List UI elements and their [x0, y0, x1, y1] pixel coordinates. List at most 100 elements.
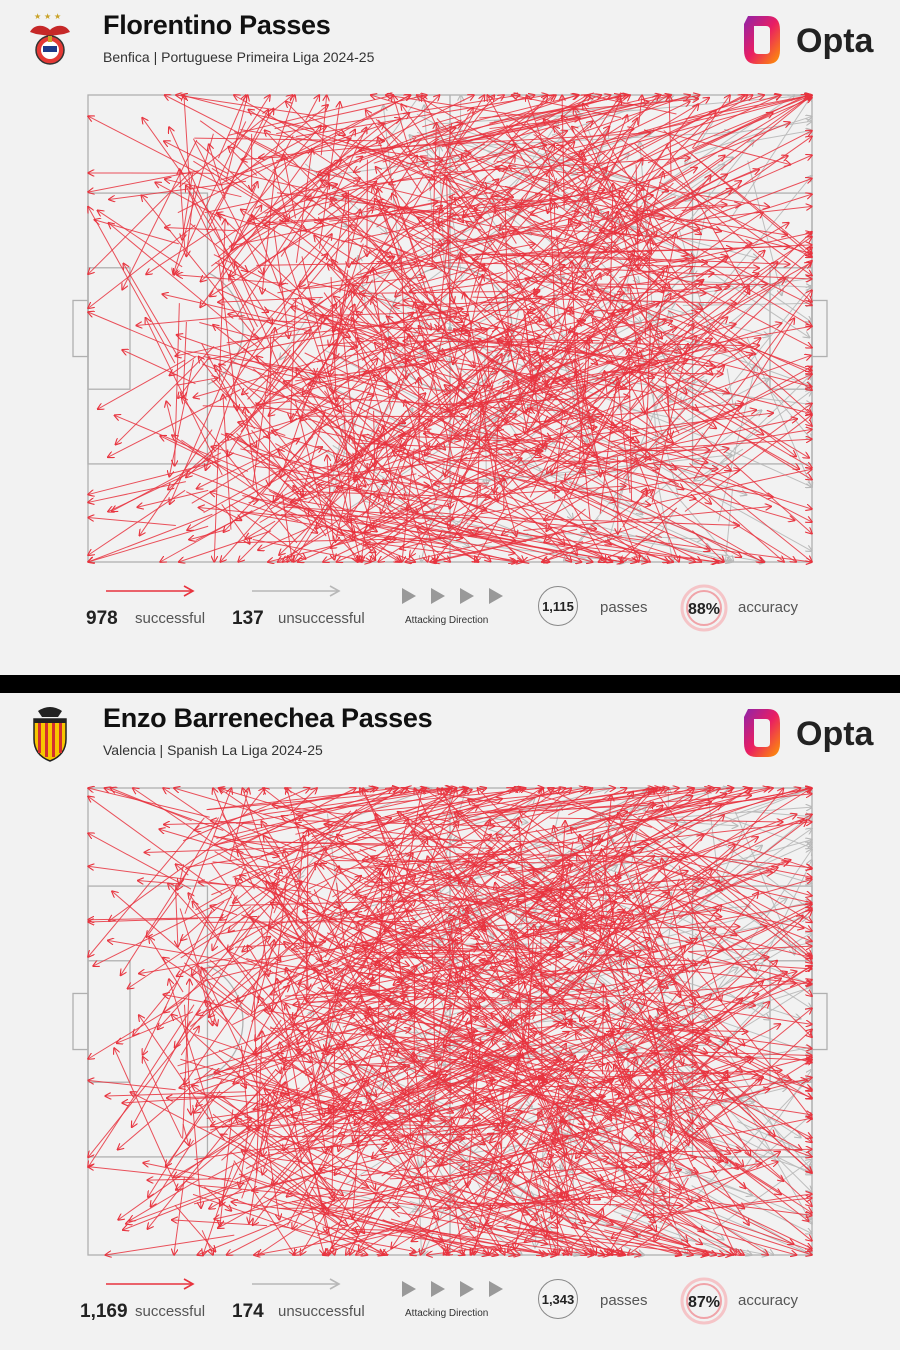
pass-arrow [504, 113, 586, 160]
pass-arrow [678, 227, 710, 331]
pass-arrow [272, 95, 410, 171]
pass-arrow [406, 451, 436, 562]
pass-arrow [183, 321, 187, 398]
pass-arrow [97, 210, 183, 268]
pass-arrow [442, 95, 699, 146]
pass-arrow [437, 215, 638, 246]
pass-arrow [620, 138, 812, 275]
unsuccessful-label: unsuccessful [278, 1303, 365, 1320]
pass-arrow [88, 312, 196, 358]
unsuccessful-count: 174 [232, 1301, 264, 1322]
pass-arrow [350, 1032, 613, 1145]
pass-arrow [691, 95, 730, 149]
pass-arrow [632, 136, 812, 264]
pass-arrow [217, 213, 269, 230]
pass-arrow [318, 484, 452, 502]
svg-text:★: ★ [34, 12, 41, 21]
pass-arrow [88, 481, 186, 503]
pass-arrow [432, 145, 546, 172]
legend: 1,169 successful 174 unsuccessful Attack… [0, 1271, 900, 1331]
pass-arrow [328, 1208, 548, 1255]
pass-arrow [94, 220, 179, 245]
pass-arrow [172, 1220, 268, 1227]
pass-arrow [445, 340, 511, 496]
pass-arrow [559, 281, 702, 355]
successful-count: 978 [86, 608, 118, 629]
pass-arrow [220, 433, 474, 536]
pass-arrow [369, 519, 623, 562]
pass-arrow [146, 227, 217, 275]
pass-arrow [492, 475, 572, 562]
pass-arrow [209, 144, 226, 199]
pass-arrow [425, 306, 532, 456]
pass-arrow [693, 497, 796, 562]
pass-arrow [381, 444, 517, 474]
pass-arrow [388, 179, 498, 267]
pass-arrow [169, 355, 197, 375]
pass-arrow [613, 366, 812, 478]
pass-arrow [405, 400, 438, 501]
pass-arrow [179, 530, 272, 562]
opta-logo-icon: Opta [744, 709, 875, 757]
pass-arrow [226, 315, 469, 344]
pass-arrow [626, 958, 629, 977]
pass-arrow [649, 403, 812, 523]
pass-arrow [554, 206, 598, 355]
pass-arrow [333, 194, 347, 270]
chart-subtitle: Valencia | Spanish La Liga 2024-25 [103, 742, 323, 758]
pass-arrow [122, 350, 196, 385]
pass-arrow [215, 365, 321, 508]
pass-arrow [215, 160, 341, 245]
pass-arrow [378, 490, 490, 562]
pass-arrow [583, 103, 663, 231]
pass-arrow [527, 95, 781, 214]
pass-arrow [410, 431, 493, 557]
pass-arrow [527, 167, 607, 256]
pass-arrow [562, 489, 605, 562]
pass-arrow [169, 359, 195, 477]
pass-arrow [637, 994, 759, 1031]
pass-arrow [329, 203, 485, 271]
pass-arrow [166, 401, 176, 437]
total-passes-badge: 1,115 [538, 586, 578, 626]
pass-arrow [480, 168, 697, 287]
pass-arrow [433, 116, 580, 143]
accuracy-value: 87% [688, 1294, 720, 1311]
pass-arrow [657, 377, 812, 468]
pass-arrow [220, 483, 290, 562]
pass-arrow [595, 196, 812, 305]
pass-arrow [553, 419, 798, 470]
pass-arrow [553, 126, 632, 220]
pass-arrow [384, 95, 440, 150]
svg-text:★: ★ [44, 12, 51, 21]
passes-label: passes [600, 599, 648, 616]
pass-arrow [638, 95, 764, 134]
pass-arrow [282, 506, 477, 518]
pass-arrow [307, 313, 456, 440]
pass-arrow [663, 401, 812, 534]
pass-arrow [667, 365, 729, 393]
pass-arrow [576, 371, 592, 420]
pass-arrow [514, 212, 608, 313]
pass-arrow [271, 156, 288, 221]
pass-arrow [151, 1139, 195, 1207]
pass-arrow [681, 140, 753, 230]
accuracy-badge: 87% [680, 1277, 728, 1325]
pass-arrow [452, 212, 463, 277]
pass-arrow [509, 788, 553, 812]
pass-arrow [694, 116, 812, 155]
pass-arrow [138, 881, 180, 884]
pass-arrow [438, 225, 553, 340]
pass-arrow [528, 255, 644, 313]
pass-arrow [562, 95, 659, 206]
successful-passes [88, 95, 812, 562]
pass-arrow [393, 95, 412, 156]
pass-arrow [105, 1234, 235, 1255]
pass-arrow [593, 440, 812, 509]
pass-arrow [651, 344, 688, 503]
pass-arrow [619, 256, 726, 279]
pass-arrow [632, 490, 648, 507]
pass-arrow [272, 805, 345, 815]
pass-arrow [177, 378, 218, 386]
pass-arrow [329, 243, 364, 347]
